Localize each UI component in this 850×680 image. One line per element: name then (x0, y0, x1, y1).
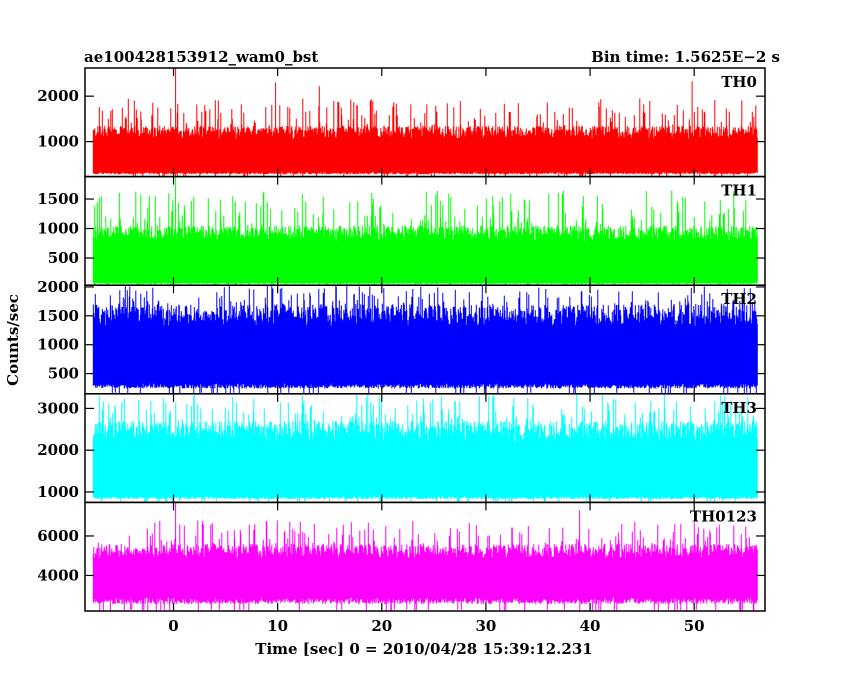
x-tick-label: 20 (371, 617, 392, 635)
y-tick-label: 4000 (37, 566, 79, 584)
y-tick-label: 2000 (37, 441, 79, 459)
panel-label-th0123: TH0123 (690, 507, 757, 525)
y-tick-label: 500 (48, 365, 79, 383)
panel-th2: 500 1000 1500 2000 TH2 (37, 278, 766, 395)
panel-label-th1: TH1 (721, 182, 757, 200)
x-tick-label: 10 (267, 617, 288, 635)
series-th0123 (92, 502, 758, 611)
y-axis-label: Counts/sec (4, 294, 22, 386)
x-tick-label: 50 (684, 617, 705, 635)
bin-time-label: Bin time: 1.5625E−2 s (591, 48, 780, 66)
y-tick-label: 500 (48, 249, 79, 267)
panel-label-th3: TH3 (721, 399, 757, 417)
series-th0 (92, 68, 758, 177)
x-tick-label: 30 (475, 617, 496, 635)
series-th2 (92, 285, 758, 394)
y-tick-label: 1500 (37, 307, 79, 325)
y-tick-label: 2000 (37, 278, 79, 296)
x-tick-label: 40 (580, 617, 601, 635)
y-tick-label: 1500 (37, 190, 79, 208)
panel-th0123: 4000 6000 TH0123 (37, 501, 766, 612)
panel-th3: 1000 2000 3000 TH3 (37, 393, 766, 504)
x-tick-label: 0 (168, 617, 178, 635)
x-axis-label: Time [sec] 0 = 2010/04/28 15:39:12.231 (255, 640, 592, 658)
y-tick-label: 3000 (37, 399, 79, 417)
panel-label-th2: TH2 (721, 290, 757, 308)
panel-th1: 500 1000 1500 TH1 (37, 175, 766, 286)
y-tick-label: 1000 (37, 483, 79, 501)
series-th3 (92, 394, 758, 503)
y-tick-label: 2000 (37, 87, 79, 105)
y-tick-label: 1000 (37, 336, 79, 354)
y-tick-label: 1000 (37, 220, 79, 238)
panel-th0: 1000 2000 TH0 (37, 67, 766, 178)
figure-title: ae100428153912_wam0_bst (84, 48, 318, 66)
y-tick-label: 1000 (37, 133, 79, 151)
series-th1 (92, 176, 758, 286)
panel-frame (84, 501, 766, 612)
y-tick-label: 6000 (37, 527, 79, 545)
panel-label-th0: TH0 (721, 73, 757, 91)
